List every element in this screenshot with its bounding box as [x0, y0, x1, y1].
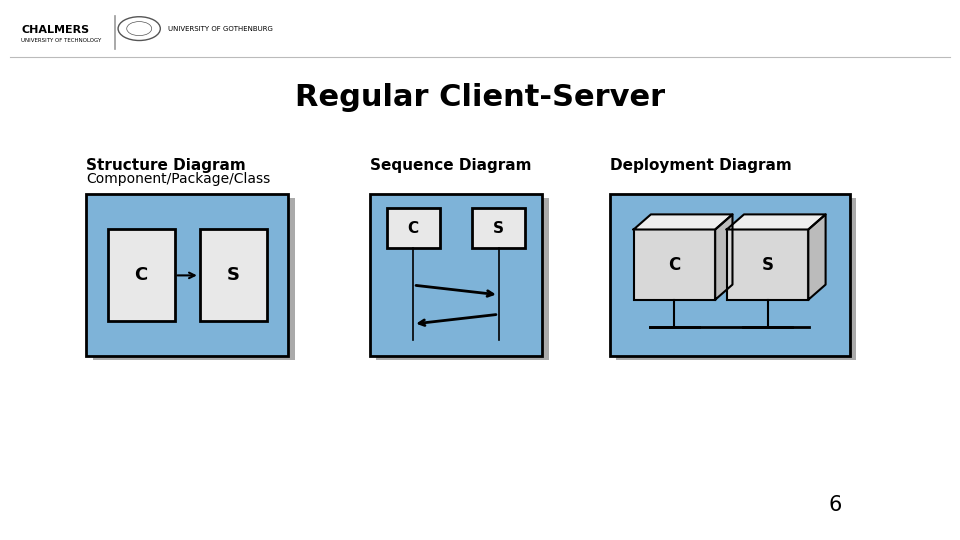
Bar	[727, 230, 808, 300]
Bar	[93, 198, 295, 360]
Bar	[376, 198, 549, 360]
Text: Sequence Diagram: Sequence Diagram	[370, 158, 531, 173]
Bar	[634, 230, 715, 300]
Text: S: S	[493, 221, 504, 235]
Polygon shape	[634, 214, 732, 230]
Text: Component/Package/Class: Component/Package/Class	[86, 172, 271, 186]
Text: Deployment Diagram: Deployment Diagram	[610, 158, 791, 173]
Text: CHALMERS: CHALMERS	[21, 25, 89, 35]
Bar	[370, 194, 542, 356]
Bar	[472, 208, 525, 248]
Bar	[610, 194, 850, 356]
Bar	[86, 194, 288, 356]
Polygon shape	[727, 214, 826, 230]
Polygon shape	[715, 214, 732, 300]
Text: C: C	[408, 221, 419, 235]
Text: Structure Diagram: Structure Diagram	[86, 158, 246, 173]
Text: 6: 6	[828, 495, 842, 515]
Polygon shape	[808, 214, 826, 300]
Text: UNIVERSITY OF TECHNOLOGY: UNIVERSITY OF TECHNOLOGY	[21, 38, 102, 43]
Text: C: C	[134, 266, 148, 285]
Text: Regular Client-Server: Regular Client-Server	[295, 83, 665, 112]
Text: UNIVERSITY OF GOTHENBURG: UNIVERSITY OF GOTHENBURG	[168, 25, 273, 32]
Text: S: S	[761, 255, 774, 274]
Bar	[108, 230, 175, 321]
Bar	[200, 230, 267, 321]
Bar	[387, 208, 440, 248]
Text: C: C	[668, 255, 681, 274]
Bar	[616, 198, 856, 360]
Text: S: S	[227, 266, 240, 285]
